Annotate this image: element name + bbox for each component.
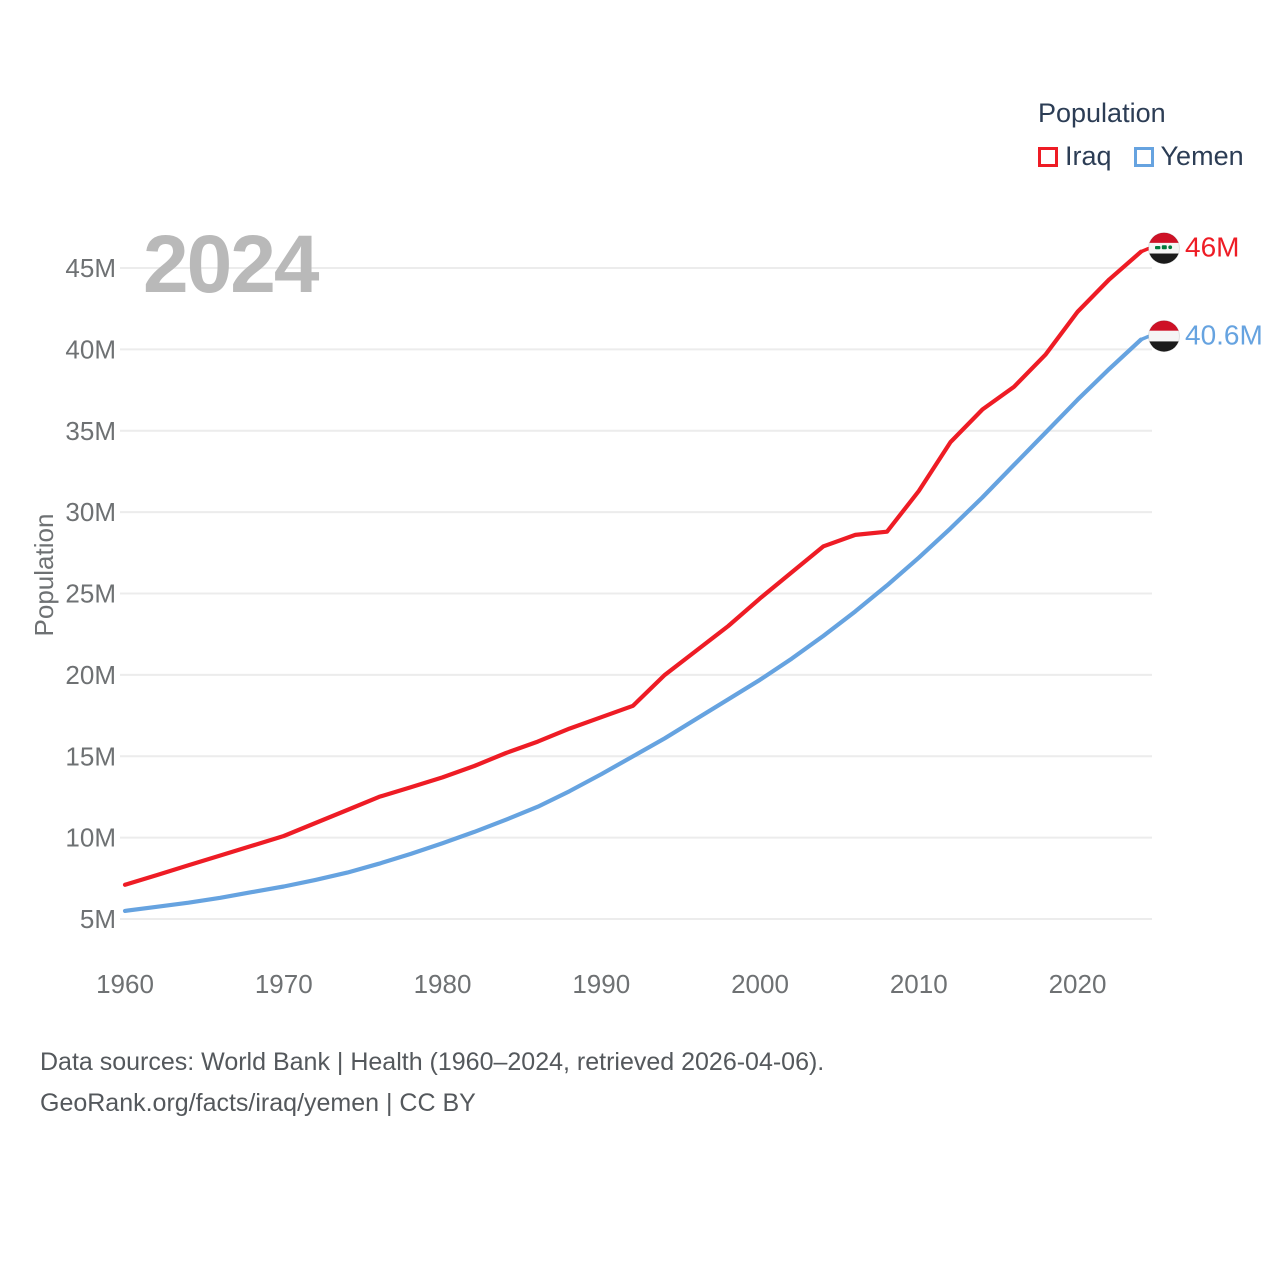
flag-outline (1148, 320, 1180, 353)
y-tick-label: 5M (80, 904, 116, 934)
y-tick-label: 25M (65, 579, 116, 609)
legend: Population Iraq Yemen (1038, 98, 1268, 172)
legend-items: Iraq Yemen (1038, 141, 1268, 172)
x-tick-label: 1960 (96, 969, 154, 999)
legend-item-label: Iraq (1065, 141, 1112, 171)
legend-item-iraq[interactable]: Iraq (1038, 141, 1112, 172)
flag-red-stripe (1148, 320, 1180, 331)
iraq-swatch-icon (1038, 146, 1058, 167)
flag-stripes (1148, 232, 1180, 264)
x-tick-label: 2000 (731, 969, 789, 999)
x-tick-label: 1970 (255, 969, 313, 999)
footer-sources-line: Data sources: World Bank | Health (1960–… (40, 1048, 825, 1076)
series-end-tick (1139, 246, 1150, 254)
series-line-iraq[interactable] (122, 249, 1144, 887)
y-axis-title: Population (29, 513, 59, 637)
y-tick-label: 45M (65, 253, 116, 283)
x-tick-label: 2010 (890, 969, 948, 999)
year-watermark: 2024 (143, 219, 319, 310)
end-value-label: 40.6M (1185, 320, 1263, 351)
legend-title: Population (1038, 98, 1166, 128)
yemen-flag-icon (1148, 320, 1180, 353)
flag-stripes (1148, 320, 1180, 352)
series-end-tick (1139, 334, 1150, 342)
y-tick-label: 40M (65, 334, 116, 364)
y-tick-label: 15M (65, 741, 116, 771)
footer-attribution-line: GeoRank.org/facts/iraq/yemen | CC BY (40, 1089, 476, 1117)
yemen-swatch-icon (1133, 146, 1154, 167)
flag-green-script (1161, 245, 1167, 250)
iraq-flag-icon (1148, 232, 1180, 265)
y-tick-label: 35M (65, 416, 116, 446)
flag-black-stripe (1148, 253, 1180, 264)
legend-item-yemen[interactable]: Yemen (1133, 141, 1244, 172)
x-tick-label: 1990 (572, 969, 630, 999)
flag-outline (1148, 232, 1180, 265)
footer: Data sources: World Bank | Health (1960–… (40, 1042, 824, 1124)
x-tick-label: 1980 (414, 969, 472, 999)
series-line-yemen[interactable] (122, 337, 1144, 914)
end-value-label: 46M (1185, 232, 1239, 263)
y-tick-label: 30M (65, 497, 116, 527)
legend-item-label: Yemen (1160, 141, 1244, 171)
y-tick-label: 20M (65, 660, 116, 690)
flag-green-script (1168, 245, 1173, 250)
chart-canvas: 5M 10M 15M 20M 25M 30M 35M 40M 45M 1960 1970 1980 19… (65, 232, 1263, 999)
flag-white-stripe (1148, 330, 1180, 342)
flag-black-stripe (1148, 341, 1180, 352)
x-tick-label: 2020 (1049, 969, 1107, 999)
flag-red-stripe (1148, 232, 1180, 243)
flag-green-script (1155, 246, 1161, 250)
y-tick-label: 10M (65, 823, 116, 853)
